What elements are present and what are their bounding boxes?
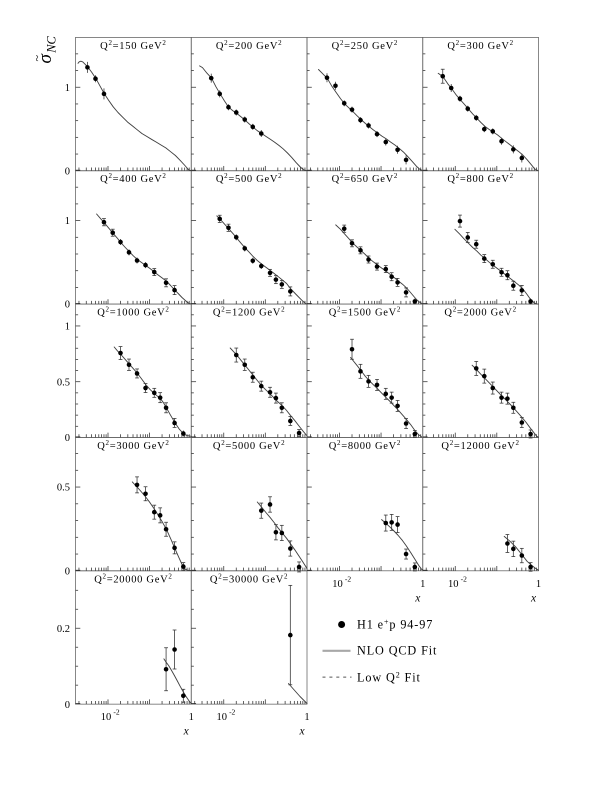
svg-text:Q2=12000 GeV2: Q2=12000 GeV2 bbox=[441, 439, 519, 452]
svg-text:Q2=150 GeV2: Q2=150 GeV2 bbox=[100, 39, 166, 52]
svg-text:Q2=1200 GeV2: Q2=1200 GeV2 bbox=[213, 306, 285, 319]
svg-text:Q2=500 GeV2: Q2=500 GeV2 bbox=[216, 172, 282, 185]
svg-text:0.5: 0.5 bbox=[57, 377, 70, 388]
svg-text:Low Q2 Fit: Low Q2 Fit bbox=[357, 671, 421, 685]
svg-text:x: x bbox=[530, 593, 537, 605]
svg-text:Q2=2000 GeV2: Q2=2000 GeV2 bbox=[444, 306, 516, 319]
svg-text:0: 0 bbox=[65, 700, 70, 711]
svg-text:-2: -2 bbox=[345, 575, 351, 584]
svg-text:Q2=400 GeV2: Q2=400 GeV2 bbox=[100, 172, 166, 185]
svg-text:Q2=1500 GeV2: Q2=1500 GeV2 bbox=[329, 306, 401, 319]
svg-text:-2: -2 bbox=[229, 708, 235, 717]
svg-text:σ: σ bbox=[35, 54, 56, 64]
svg-text:Q2=300 GeV2: Q2=300 GeV2 bbox=[447, 39, 513, 52]
svg-text:H1 e+p 94-97: H1 e+p 94-97 bbox=[357, 617, 433, 631]
svg-text:10: 10 bbox=[448, 579, 459, 590]
svg-text:1: 1 bbox=[536, 579, 541, 590]
svg-text:NLO QCD Fit: NLO QCD Fit bbox=[357, 644, 437, 658]
svg-text:x: x bbox=[183, 726, 190, 738]
svg-text:0: 0 bbox=[65, 300, 70, 311]
svg-text:NC: NC bbox=[45, 35, 59, 53]
svg-text:Q2=5000 GeV2: Q2=5000 GeV2 bbox=[213, 439, 285, 452]
svg-text:~: ~ bbox=[30, 55, 44, 62]
svg-text:0.5: 0.5 bbox=[57, 483, 70, 494]
svg-text:1: 1 bbox=[65, 83, 70, 94]
svg-text:10: 10 bbox=[332, 579, 343, 590]
svg-text:Q2=3000 GeV2: Q2=3000 GeV2 bbox=[97, 439, 169, 452]
svg-text:Q2=8000 GeV2: Q2=8000 GeV2 bbox=[329, 439, 401, 452]
svg-text:Q2=250 GeV2: Q2=250 GeV2 bbox=[332, 39, 398, 52]
svg-text:x: x bbox=[298, 726, 305, 738]
svg-text:0.2: 0.2 bbox=[57, 624, 70, 635]
svg-text:10: 10 bbox=[101, 712, 112, 723]
svg-text:1: 1 bbox=[420, 579, 425, 590]
svg-text:1: 1 bbox=[65, 322, 70, 333]
svg-text:10: 10 bbox=[217, 712, 228, 723]
svg-text:Q2=1000 GeV2: Q2=1000 GeV2 bbox=[97, 306, 169, 319]
svg-text:-2: -2 bbox=[113, 708, 119, 717]
svg-text:x: x bbox=[414, 593, 421, 605]
svg-text:Q2=30000 GeV2: Q2=30000 GeV2 bbox=[210, 572, 288, 585]
svg-text:0: 0 bbox=[65, 433, 70, 444]
svg-text:1: 1 bbox=[304, 712, 309, 723]
svg-text:-2: -2 bbox=[461, 575, 467, 584]
svg-text:1: 1 bbox=[189, 712, 194, 723]
svg-text:Q2=800 GeV2: Q2=800 GeV2 bbox=[447, 172, 513, 185]
svg-text:1: 1 bbox=[65, 216, 70, 227]
svg-text:Q2=20000 GeV2: Q2=20000 GeV2 bbox=[94, 572, 172, 585]
svg-text:Q2=650 GeV2: Q2=650 GeV2 bbox=[332, 172, 398, 185]
svg-text:0: 0 bbox=[65, 566, 70, 577]
svg-text:Q2=200 GeV2: Q2=200 GeV2 bbox=[216, 39, 282, 52]
svg-text:0: 0 bbox=[65, 166, 70, 177]
